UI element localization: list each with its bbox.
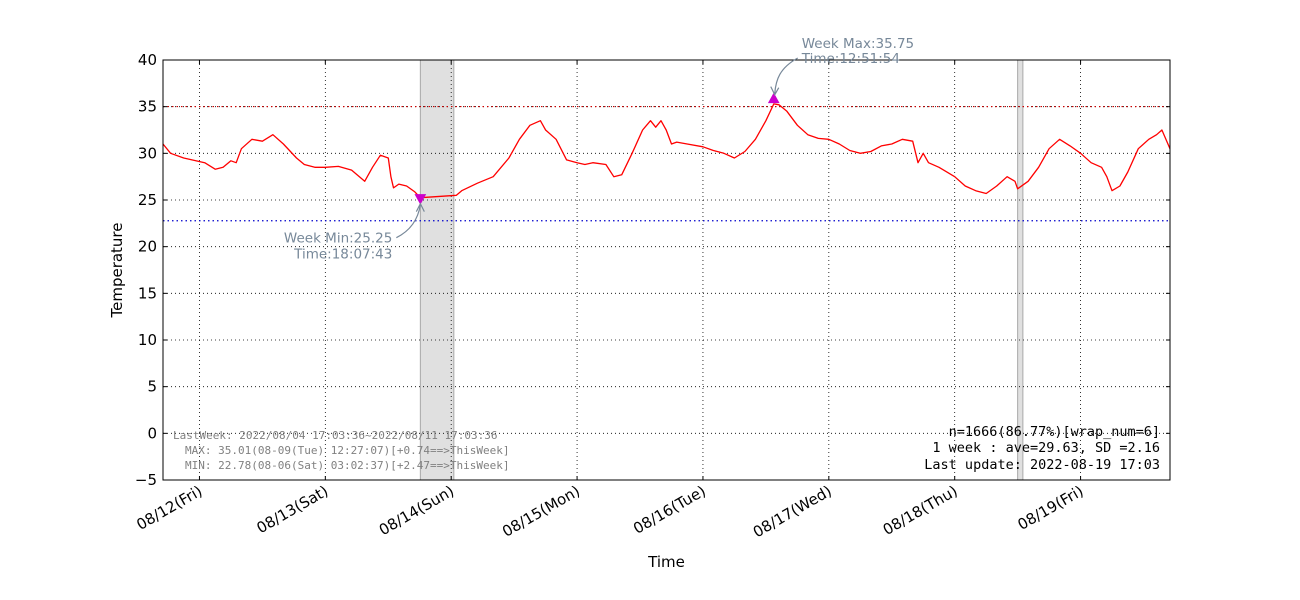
lastweek-box: LastWeek: 2022/08/04 17:03:36~2022/08/11… [173,429,510,472]
max-time-label: Time:12:51:54 [801,51,900,67]
x-tick-label: 08/14(Sun) [376,482,457,539]
shaded-spans [419,59,1024,481]
y-tick-label: 5 [147,378,157,396]
lastweek-range: LastWeek: 2022/08/04 17:03:36~2022/08/11… [173,429,498,442]
temperature-series-line [162,103,1171,199]
y-tick-label: 0 [147,424,157,442]
min-label: Week Min:25.25 [284,231,392,247]
stats-count: n=1666(86.77%)[wrap_num=6] [949,424,1160,440]
max-marker [767,92,780,104]
stats-average: 1 week : ave=29.63, SD =2.16 [932,440,1160,456]
reference-lines [163,105,1170,222]
shaded-span [419,59,455,481]
x-tick-label: 08/15(Mon) [499,482,583,541]
max-label: Week Max:35.75 [802,36,914,52]
y-tick-label: 25 [138,191,157,209]
y-tick-label: 15 [138,284,157,302]
stats-last-update: Last update: 2022-08-19 17:03 [924,457,1160,473]
min-time-label: Time:18:07:43 [293,247,392,263]
y-axis-label: Temperature [108,222,126,318]
y-tick-label: 20 [138,238,157,256]
y-tick-label: 10 [138,331,157,349]
y-tick-label: 35 [138,98,157,116]
x-tick-label: 08/13(Sat) [253,482,331,537]
x-tick-label: 08/18(Thu) [880,482,961,539]
x-tick-label: 08/17(Wed) [750,482,835,541]
x-axis-label: Time [647,553,685,571]
lastweek-min: MIN: 22.78(08-06(Sat) 03:02:37)[+2.47==>… [185,459,510,472]
x-tick-label: 08/16(Tue) [630,482,709,538]
max-arrow [770,57,799,96]
y-tick-label: 40 [138,51,157,69]
y-tick-label: −5 [135,471,157,489]
lastweek-max: MAX: 35.01(08-09(Tue) 12:27:07)[+0.74==>… [185,444,510,457]
min-arrow [396,202,425,239]
max-annotation: Week Max:35.75 Time:12:51:54 [770,36,914,96]
x-tick-label: 08/19(Fri) [1015,482,1087,534]
min-annotation: Week Min:25.25 Time:18:07:43 [284,202,425,263]
y-tick-label: 30 [138,144,157,162]
markers [414,92,780,205]
shaded-span [1017,59,1024,481]
stats-box: n=1666(86.77%)[wrap_num=6] 1 week : ave=… [924,424,1160,473]
plot-frame [162,59,1171,481]
x-tick-label: 08/12(Fri) [133,482,205,534]
series-layer [162,103,1171,199]
min-marker [414,194,427,205]
